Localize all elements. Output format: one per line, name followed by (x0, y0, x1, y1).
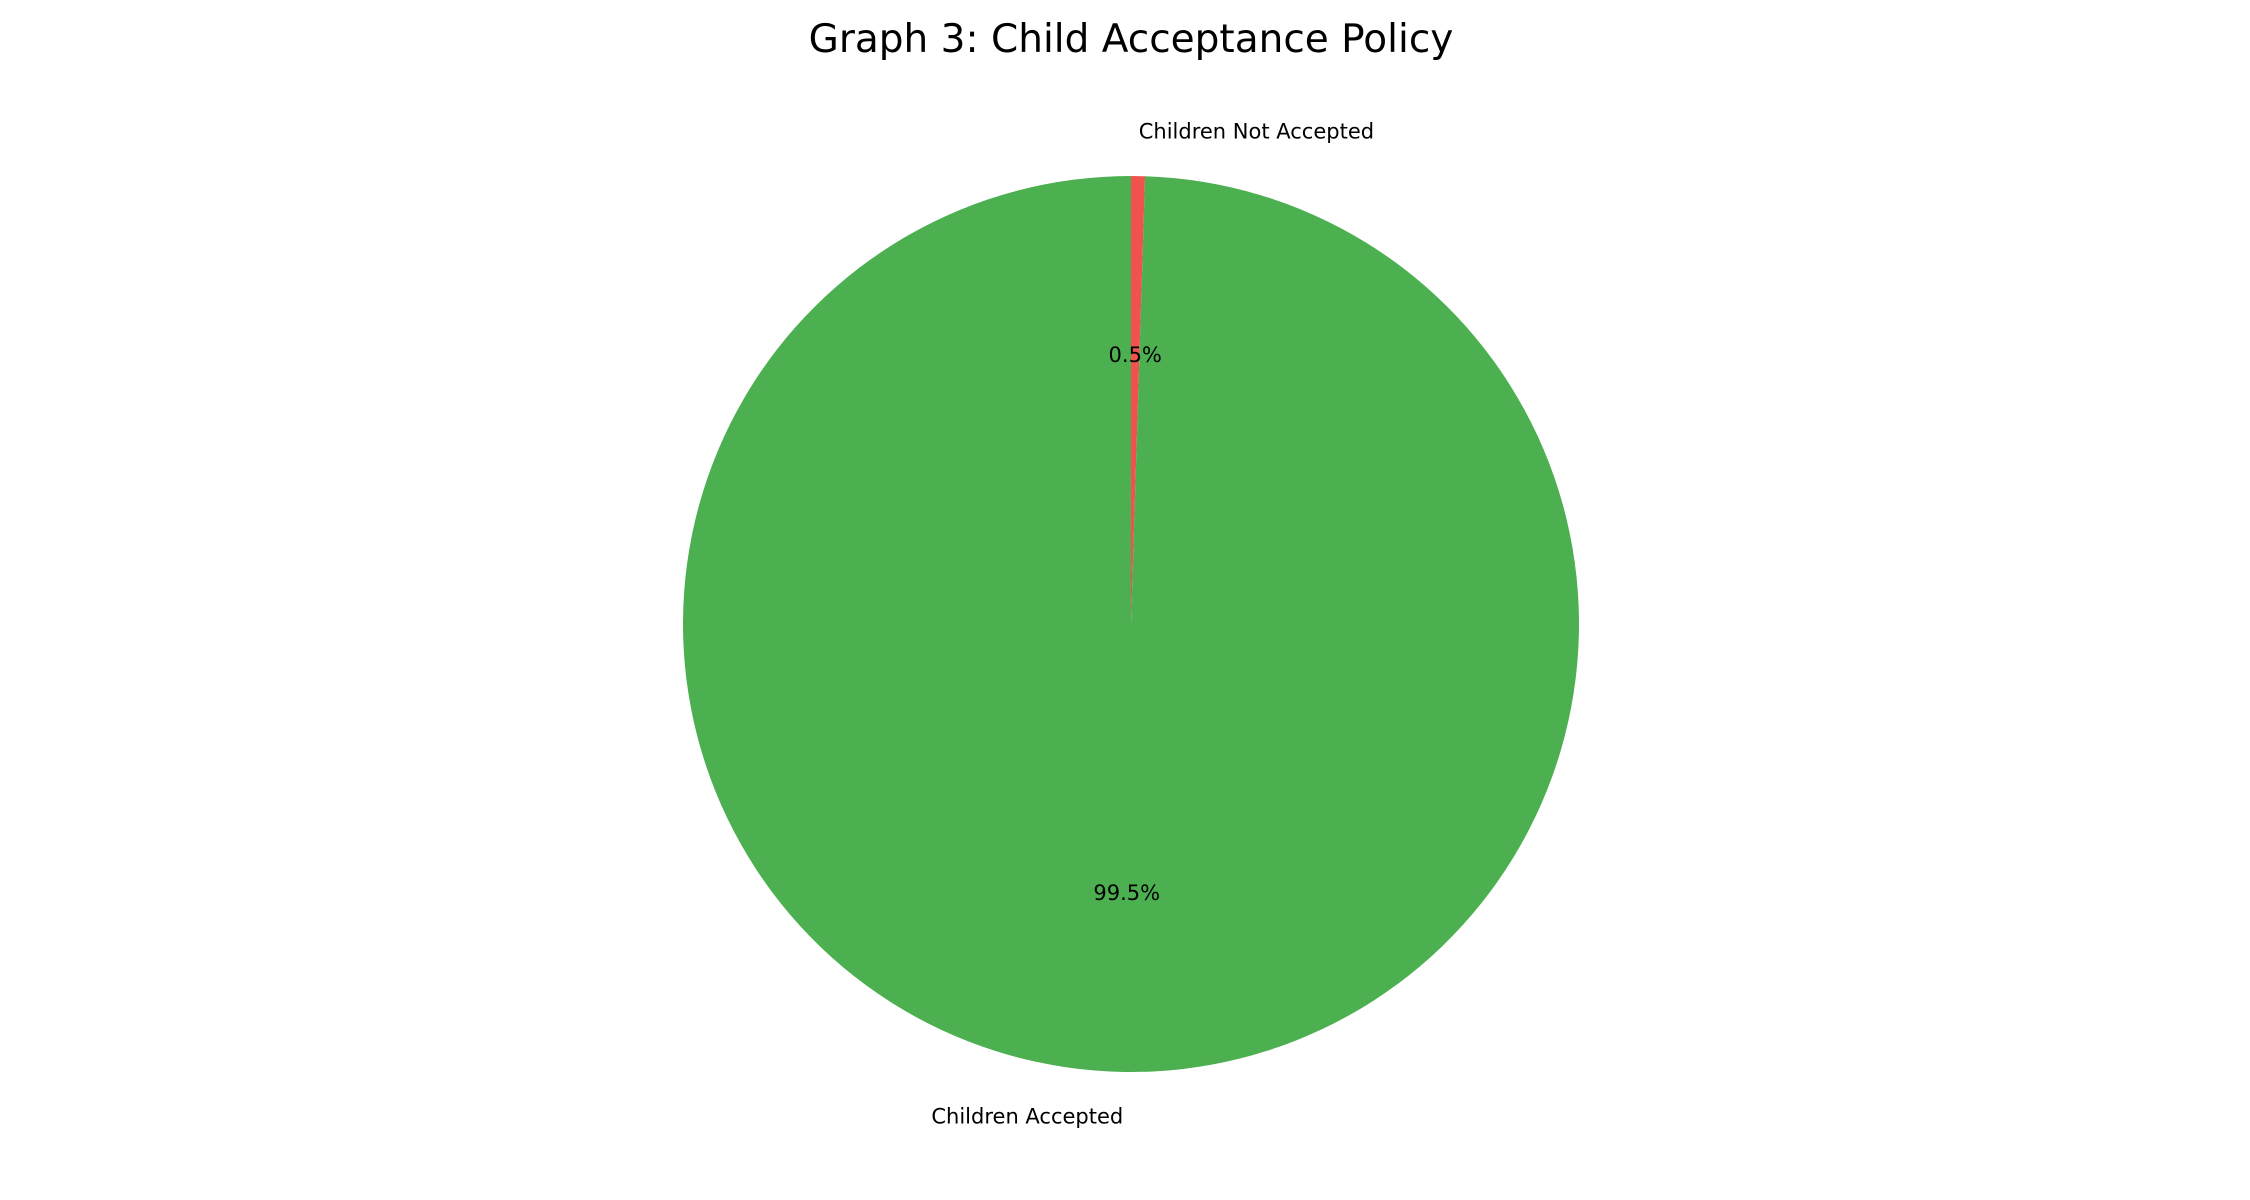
slice-percent-label-0: 0.5% (1109, 343, 1162, 367)
slice-category-label-0: Children Not Accepted (1139, 119, 1374, 143)
slice-category-label-1: Children Accepted (931, 1105, 1123, 1129)
pie-slice-0 (1131, 176, 1146, 624)
pie-labels: 0.5% Children Not Accepted 99.5% Children A… (931, 119, 1374, 1128)
pie-slices (683, 176, 1580, 1072)
chart-title: Graph 3: Child Acceptance Policy (809, 17, 1454, 62)
pie-slice-1 (683, 176, 1580, 1072)
slice-percent-label-1: 99.5% (1093, 881, 1160, 905)
